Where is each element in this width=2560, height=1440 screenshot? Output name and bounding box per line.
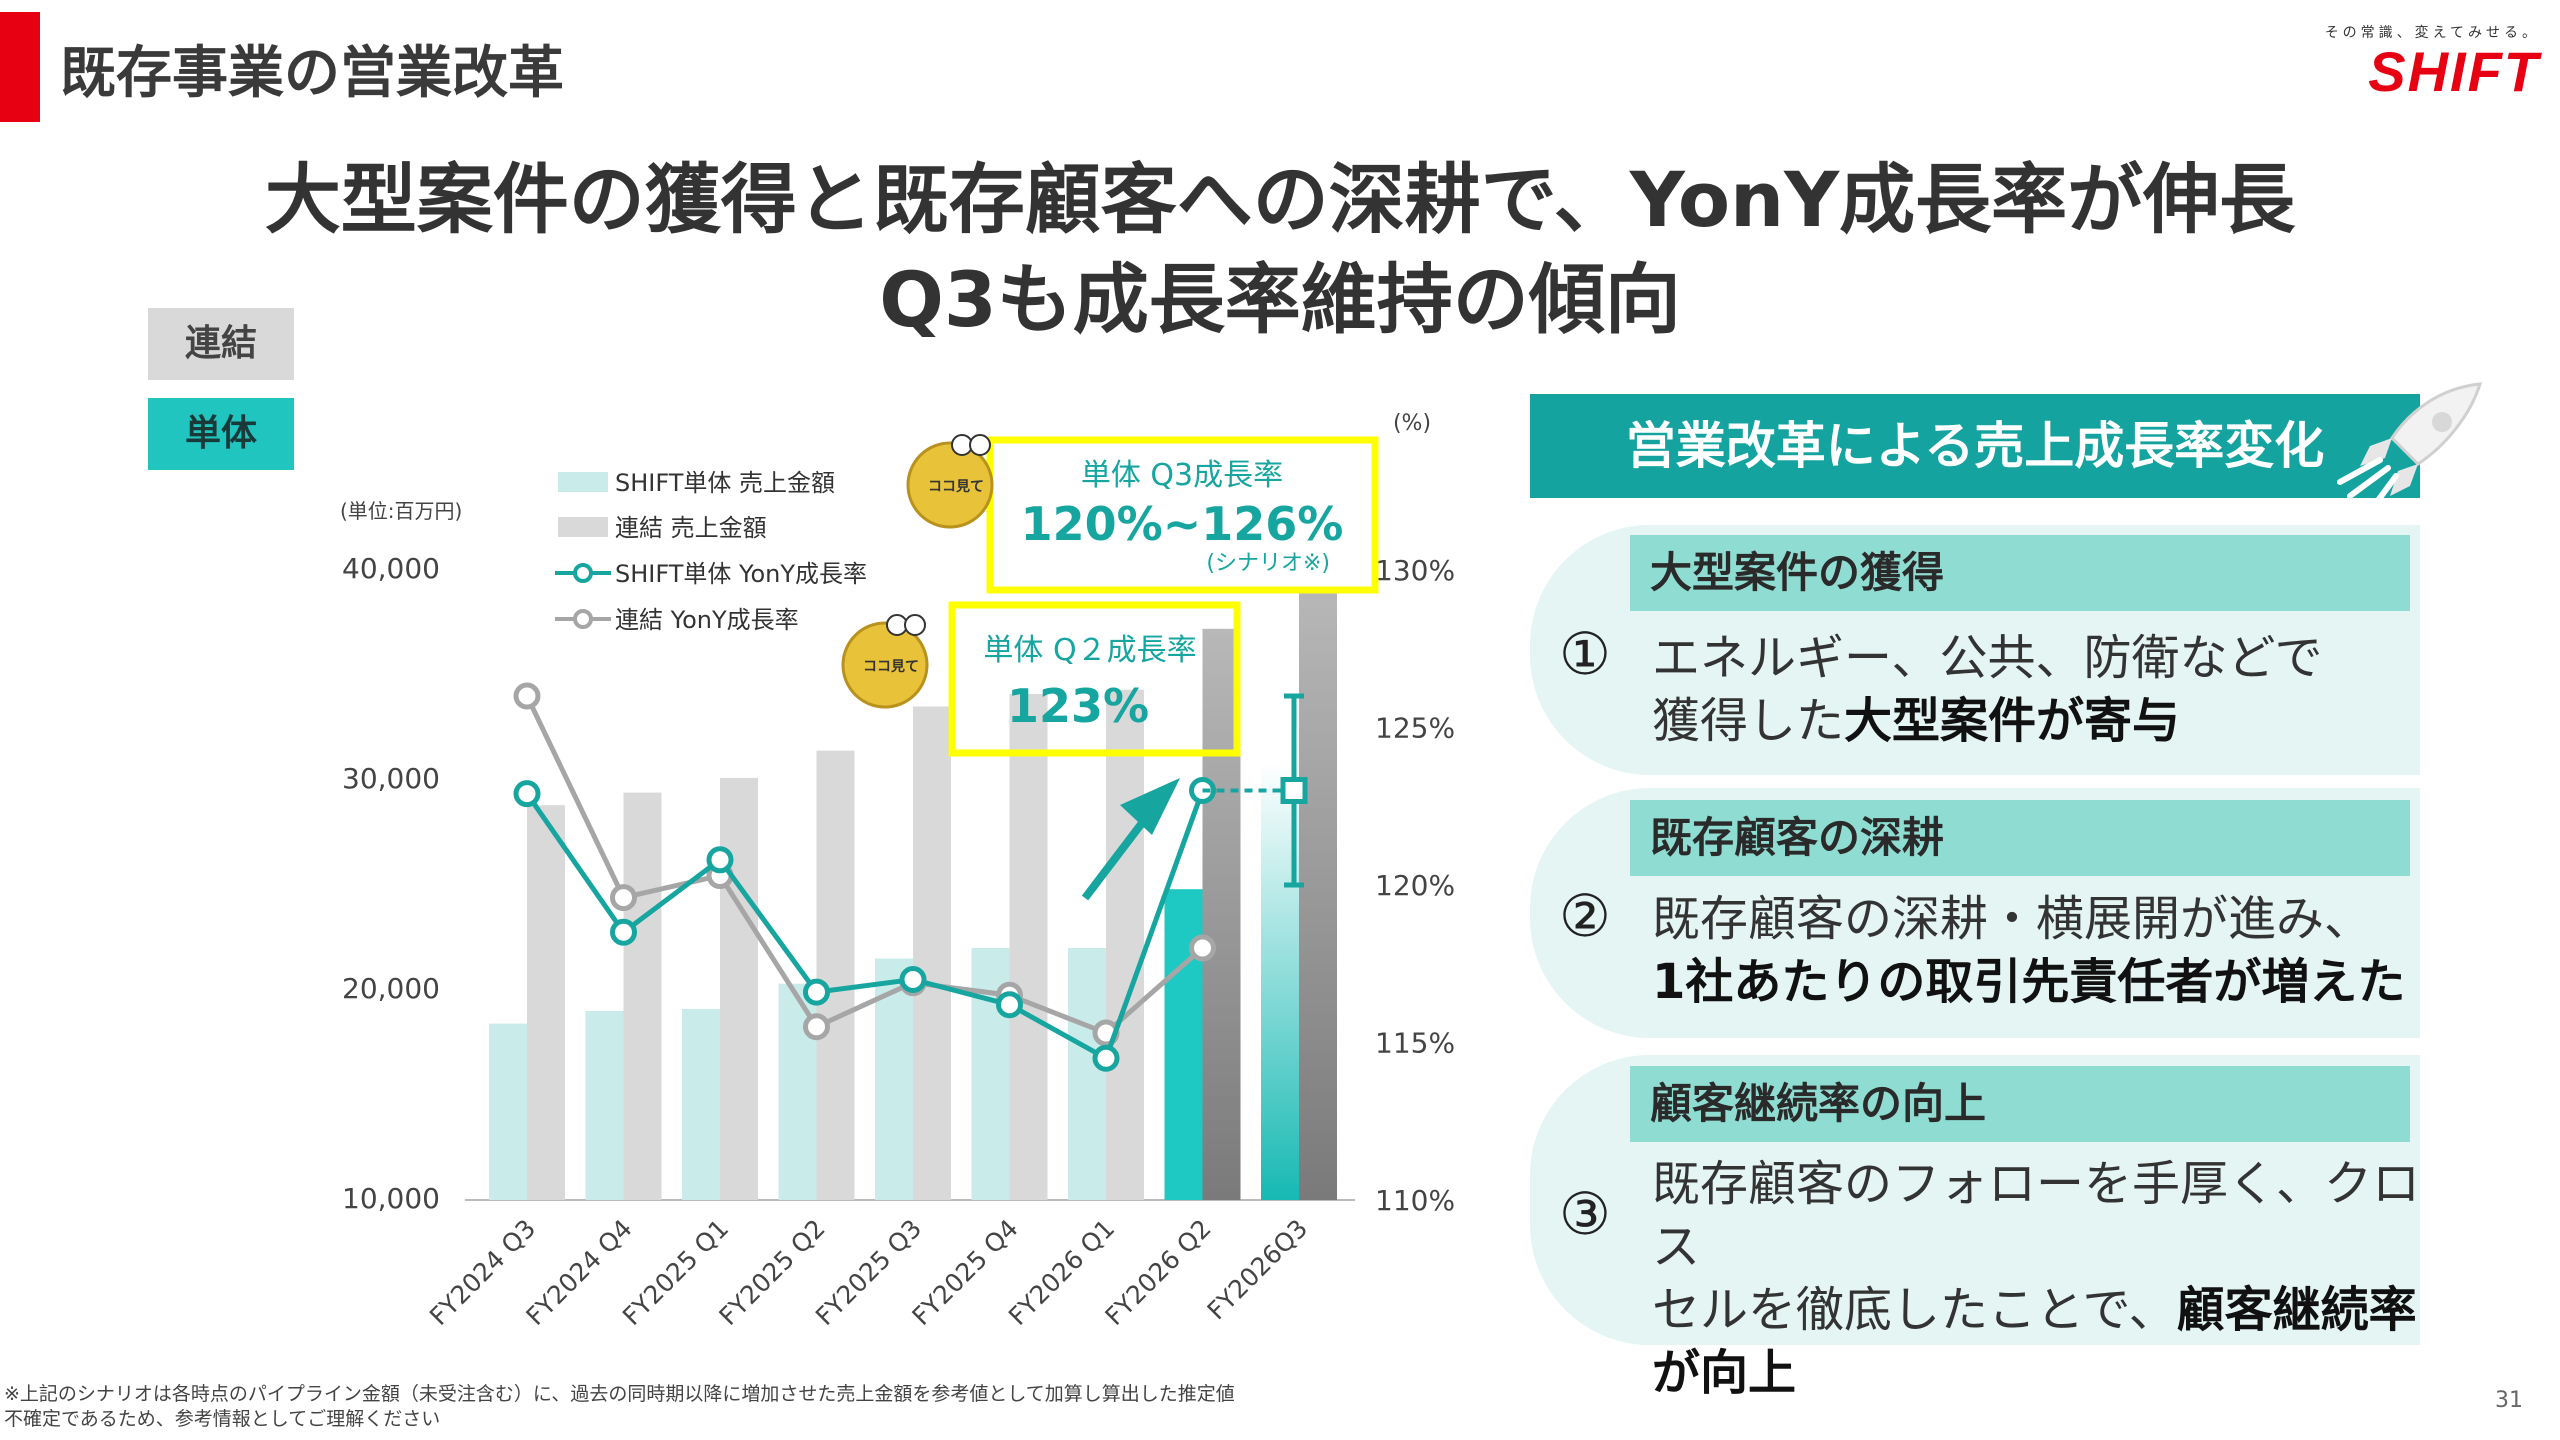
standalone-growth-point: [706, 846, 734, 874]
logo-text: SHIFT: [2368, 40, 2540, 103]
panel-title: 営業改革による売上成長率変化: [1530, 394, 2420, 498]
q3-callout-title: 単体 Q3成長率: [1081, 458, 1283, 493]
y2-axis-unit: (%): [1393, 411, 1431, 436]
y-axis-unit: (単位:百万円): [340, 499, 462, 523]
reason-text-3: 既存顧客のフォローを手厚く、クロス セルを徹底したことで、顧客継続率 が向上: [1652, 1153, 2452, 1405]
reason-1-line1: エネルギー、公共、防衛などで: [1652, 630, 2323, 686]
section-title: 既存事業の営業改革: [60, 41, 564, 106]
badge-eye: [969, 434, 991, 456]
standalone-growth-point: [610, 918, 637, 946]
legend-consolidated-growth-label: 連結 YonY成長率: [615, 606, 799, 634]
reason-number-2: ②: [1559, 882, 1611, 950]
reason-label-2: 既存顧客の深耕: [1630, 800, 2410, 876]
trend-arrow-head: [1120, 778, 1180, 835]
badge-eye: [904, 614, 926, 636]
bar-consolidated-revenue: [720, 777, 758, 1200]
q2-callout-title: 単体 Q２成長率: [983, 633, 1196, 668]
x-tick-label: FY2026Q3: [1202, 1214, 1314, 1326]
section-accent-bar: [0, 12, 40, 122]
footnote-line2: 不確定であるため、参考情報としてご理解ください: [4, 1408, 441, 1430]
consolidated-growth-point: [1189, 934, 1216, 962]
reason-2-line2-bold: 1社あたりの取引先責任者が増えた: [1652, 954, 2406, 1010]
y2-tick-label: 110%: [1375, 1184, 1455, 1217]
standalone-growth-point: [513, 780, 541, 808]
q2-callout-value: 123%: [1007, 679, 1149, 733]
page-number: 31: [2495, 1388, 2523, 1413]
badge-label: ココ見て: [863, 659, 919, 675]
reason-text-1: エネルギー、公共、防衛などで 獲得した大型案件が寄与: [1652, 627, 2452, 753]
headline-line2: Q3も成長率維持の傾向: [879, 255, 1681, 344]
legend-standalone-growth-label: SHIFT単体 YonY成長率: [615, 560, 867, 588]
reason-label-1: 大型案件の獲得: [1630, 535, 2410, 611]
legend-consolidated-revenue-label: 連結 売上金額: [615, 514, 767, 542]
reason-number-3: ③: [1559, 1180, 1611, 1248]
revenue-growth-chart: (単位:百万円) 40,000 30,000 20,000 10,000 (%) 130% 1…: [340, 411, 1455, 1331]
standalone-growth-point: [899, 966, 927, 993]
brand-tagline: その常識、変えてみせる。: [2324, 25, 2540, 41]
legend-standalone-revenue-swatch: [558, 472, 608, 492]
reason-1-line2-plain: 獲得した: [1652, 693, 1845, 749]
reason-label-3: 顧客継続率の向上: [1630, 1066, 2410, 1142]
look-here-badge-icon: [906, 441, 994, 529]
reason-3-line2-plain: セルを徹底したことで、: [1652, 1282, 2177, 1338]
standalone-growth-line: [524, 789, 1205, 1062]
legend-consolidated-growth-marker: [573, 609, 593, 629]
footnote: ※上記のシナリオは各時点のパイプライン金額（未受注含む）に、過去の同時期以降に増…: [4, 1382, 1235, 1432]
standalone-growth-point: [1092, 1044, 1120, 1072]
q3-callout-note: (シナリオ※): [1206, 551, 1330, 576]
q3-callout-value: 120%~126%: [1021, 497, 1344, 551]
y-tick-label: 20,000: [342, 972, 440, 1005]
legend-standalone-revenue-label: SHIFT単体 売上金額: [615, 469, 835, 497]
scenario-point: [1280, 777, 1308, 804]
tag-standalone: 単体: [148, 398, 294, 470]
legend-consolidated-revenue-swatch: [558, 517, 608, 537]
consolidated-growth-line: [524, 694, 1205, 1036]
bar-consolidated-revenue: [816, 750, 855, 1200]
consolidated-growth-point: [803, 1013, 830, 1041]
reason-number-1: ①: [1559, 620, 1611, 688]
reason-3-line2-bold: 顧客継続率: [2176, 1282, 2417, 1338]
legend-standalone-growth-marker: [573, 563, 593, 583]
bar-standalone-revenue: [1068, 948, 1106, 1200]
reason-1-line2: 獲得した大型案件が寄与: [1652, 690, 2452, 753]
y2-tick-label: 125%: [1375, 712, 1455, 745]
badge-label: ココ見て: [928, 479, 984, 495]
bar-standalone-revenue: [585, 1011, 624, 1200]
reason-3-line1: 既存顧客のフォローを手厚く、クロス: [1652, 1156, 2421, 1275]
bar-consolidated-revenue: [1299, 580, 1337, 1200]
reason-2-line1: 既存顧客の深耕・横展開が進み、: [1652, 891, 2373, 947]
bar-consolidated-revenue: [913, 706, 951, 1200]
brand-logo: その常識、変えてみせる。 SHIFT: [2325, 22, 2540, 102]
reason-3-line2: セルを徹底したことで、顧客継続率: [1652, 1279, 2452, 1342]
reason-1-line2-bold: 大型案件が寄与: [1844, 693, 2181, 749]
q3-callout-box: [986, 436, 1379, 594]
reason-text-2: 既存顧客の深耕・横展開が進み、 1社あたりの取引先責任者が増えた: [1652, 888, 2452, 1014]
bar-standalone-revenue: [682, 1008, 720, 1200]
bar-consolidated-revenue: [623, 792, 662, 1200]
headline-line1: 大型案件の獲得と既存顧客への深耕で、YonY成長率が伸長: [264, 155, 2296, 244]
bar-consolidated-revenue: [1009, 693, 1048, 1200]
y2-tick-label: 115%: [1375, 1027, 1455, 1060]
y-tick-label: 40,000: [342, 552, 440, 585]
q2-callout-box: [948, 601, 1241, 757]
standalone-growth-point: [996, 991, 1023, 1019]
standalone-growth-point: [803, 978, 830, 1006]
y-tick-label: 10,000: [342, 1182, 440, 1215]
consolidated-growth-point: [610, 884, 637, 912]
rocket-icon: [2337, 382, 2483, 517]
bar-consolidated-revenue: [1106, 689, 1144, 1200]
bar-standalone-revenue: [489, 1023, 527, 1200]
y-tick-label: 30,000: [342, 762, 440, 795]
consolidated-growth-point: [513, 682, 541, 710]
tag-consolidated: 連結: [148, 308, 294, 380]
y2-tick-label: 130%: [1375, 554, 1455, 587]
y2-tick-label: 120%: [1375, 869, 1455, 902]
bar-consolidated-revenue: [527, 805, 565, 1200]
look-here-badge-icon: [841, 621, 929, 709]
footnote-line1: ※上記のシナリオは各時点のパイプライン金額（未受注含む）に、過去の同時期以降に増…: [4, 1383, 1235, 1405]
reason-2-line2: 1社あたりの取引先責任者が増えた: [1652, 951, 2452, 1014]
reason-3-line3: が向上: [1652, 1342, 2452, 1405]
reason-3-line3-bold: が向上: [1652, 1345, 1797, 1401]
